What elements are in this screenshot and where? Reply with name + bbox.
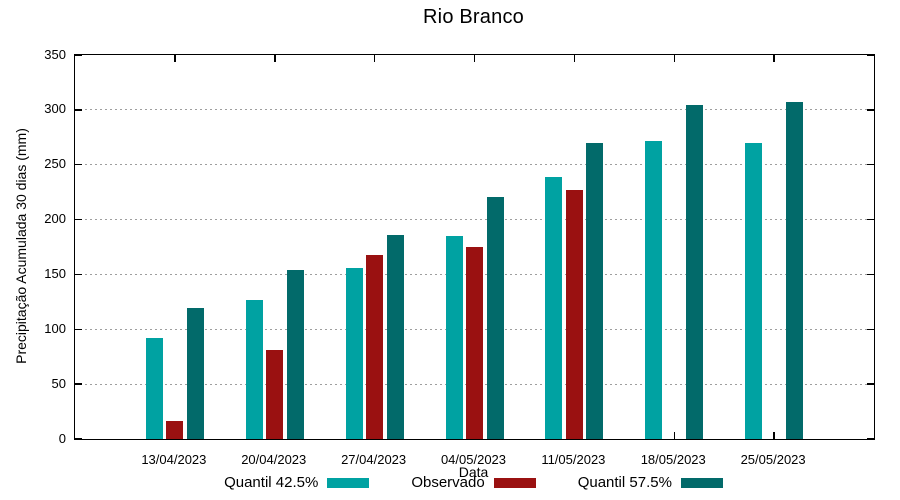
legend-swatch-quantil-57.5 — [680, 477, 723, 488]
gridline-y-300 — [75, 109, 874, 111]
y-tick-left-100 — [75, 328, 82, 331]
x-tick-top-04-05-2023 — [473, 55, 476, 62]
legend-label-observado: Observado — [411, 474, 485, 491]
y-tick-right-100 — [867, 328, 874, 331]
bar-quantil-57.5-18-05-2023 — [686, 105, 704, 439]
legend-swatch-observado — [493, 477, 536, 488]
y-tick-right-50 — [867, 383, 874, 385]
y-tick-left-250 — [75, 163, 82, 166]
y-tick-label-50: 50 — [51, 375, 66, 391]
bar-quantil-57.5-04-05-2023 — [486, 196, 504, 439]
legend-label-quantil-57.5: Quantil 57.5% — [577, 474, 672, 491]
x-tick-bottom-18-05-2023 — [673, 432, 675, 439]
y-tick-label-350: 350 — [44, 46, 66, 62]
x-tick-top-27-04-2023 — [373, 55, 376, 62]
y-tick-label-200: 200 — [44, 211, 66, 227]
x-tick-top-20-04-2023 — [274, 55, 276, 62]
y-tick-left-50 — [75, 383, 82, 385]
legend-entry-quantil-42.5: Quantil 42.5% — [224, 474, 370, 491]
bar-quantil-42.5-27-04-2023 — [345, 267, 363, 439]
bar-quantil-42.5-25-05-2023 — [745, 142, 763, 439]
y-tick-left-300 — [75, 109, 82, 111]
y-tick-left-200 — [75, 218, 82, 221]
y-tick-right-200 — [867, 218, 874, 221]
x-tick-label-27-04-2023: 27/04/2023 — [341, 452, 407, 467]
bar-quantil-57.5-20-04-2023 — [286, 270, 304, 439]
y-tick-left-350 — [75, 54, 82, 56]
y-tick-right-350 — [867, 54, 874, 56]
y-tick-right-300 — [867, 109, 874, 111]
x-tick-top-18-05-2023 — [673, 55, 675, 62]
y-tick-label-150: 150 — [44, 265, 66, 281]
x-tick-bottom-25-05-2023 — [773, 432, 775, 439]
bar-quantil-57.5-27-04-2023 — [386, 234, 404, 439]
bar-observado-13-04-2023 — [166, 421, 184, 439]
legend-swatch-quantil-42.5 — [327, 477, 370, 488]
x-tick-top-11-05-2023 — [573, 55, 576, 62]
gridline-y-250 — [75, 164, 874, 166]
gridline-y-200 — [75, 219, 874, 221]
bar-observado-11-05-2023 — [565, 189, 583, 439]
y-tick-label-250: 250 — [44, 156, 66, 172]
x-tick-label-04-05-2023: 04/05/2023 — [440, 452, 507, 467]
x-axis-label: Data — [458, 464, 489, 480]
chart-title: Rio Branco — [423, 6, 524, 28]
y-tick-label-0: 0 — [58, 430, 66, 446]
bar-observado-20-04-2023 — [266, 350, 284, 439]
bar-quantil-57.5-11-05-2023 — [586, 142, 604, 439]
y-tick-left-150 — [75, 273, 82, 276]
bar-quantil-42.5-18-05-2023 — [645, 140, 663, 439]
bar-quantil-57.5-25-05-2023 — [786, 102, 804, 439]
y-tick-right-250 — [867, 163, 874, 166]
y-tick-right-0 — [867, 438, 874, 440]
bar-observado-27-04-2023 — [366, 254, 384, 439]
legend-label-quantil-42.5: Quantil 42.5% — [224, 474, 319, 491]
legend-entry-quantil-57.5: Quantil 57.5% — [578, 474, 723, 491]
bar-quantil-42.5-04-05-2023 — [445, 236, 463, 439]
bar-quantil-42.5-20-04-2023 — [245, 299, 263, 439]
x-tick-top-25-05-2023 — [773, 55, 775, 62]
plot-area — [74, 54, 875, 440]
y-tick-left-0 — [75, 438, 82, 440]
legend-entry-observado: Observado — [411, 474, 536, 491]
y-tick-label-300: 300 — [44, 101, 66, 117]
x-tick-label-13-04-2023: 13/04/2023 — [141, 452, 207, 467]
legend: Quantil 42.5% Observado Quantil 57.5% — [74, 474, 873, 491]
x-tick-label-25-05-2023: 25/05/2023 — [740, 452, 806, 467]
x-tick-top-13-04-2023 — [174, 55, 176, 62]
x-tick-label-11-05-2023: 11/05/2023 — [541, 452, 606, 467]
bar-quantil-57.5-13-04-2023 — [186, 308, 204, 439]
x-tick-label-20-04-2023: 20/04/2023 — [241, 452, 307, 467]
y-tick-right-150 — [867, 273, 874, 276]
bar-quantil-42.5-13-04-2023 — [145, 338, 163, 439]
y-tick-label-100: 100 — [44, 320, 66, 336]
bar-quantil-42.5-11-05-2023 — [545, 176, 563, 439]
x-tick-label-18-05-2023: 18/05/2023 — [640, 452, 706, 467]
bar-observado-04-05-2023 — [466, 247, 483, 439]
